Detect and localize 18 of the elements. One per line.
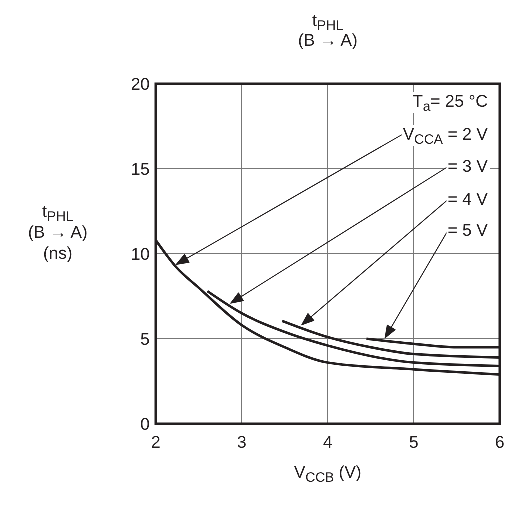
chart-title: t$_{PHL}$ (B → A) — [298, 11, 358, 50]
x-tick-label: 5 — [409, 433, 419, 452]
x-axis-title: V$_{CCB}$ (V) — [294, 463, 362, 484]
annotation: = 5 V — [448, 221, 489, 240]
y-tick-label: 10 — [131, 245, 150, 264]
x-tick-label: 6 — [495, 433, 505, 452]
y-tick-label: 20 — [131, 75, 150, 94]
y-tick-label: 5 — [140, 330, 150, 349]
x-tick-label: 3 — [237, 433, 247, 452]
annotation: T$_{a}$= 25 °C — [412, 92, 488, 114]
y-tick-label: 0 — [140, 415, 150, 434]
y-axis-title: t$_{PHL}$ (B → A) (ns) — [28, 202, 88, 263]
annotation: = 3 V — [448, 157, 489, 176]
annotation: = 4 V — [448, 190, 489, 209]
x-tick-label: 4 — [323, 433, 333, 452]
y-tick-label: 15 — [131, 160, 150, 179]
x-tick-label: 2 — [151, 433, 161, 452]
annotation: V$_{CCA}$ = 2 V — [403, 125, 489, 146]
